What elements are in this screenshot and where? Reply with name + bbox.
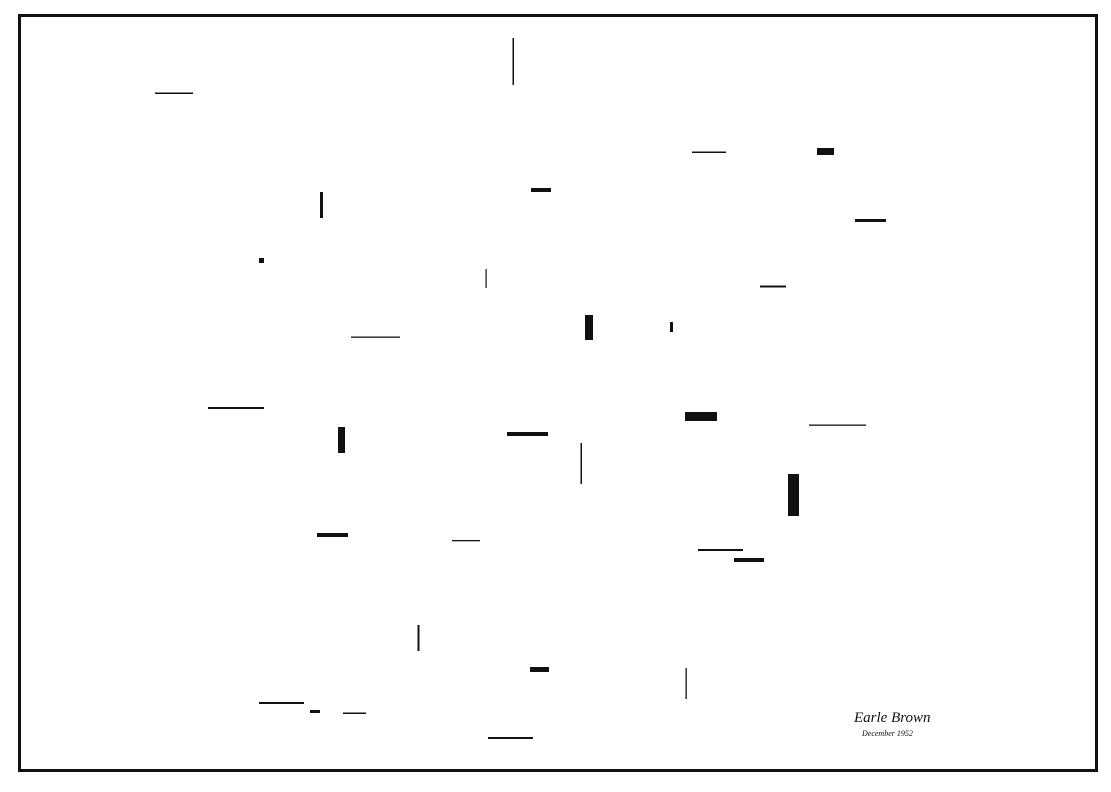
- bar-mark: [670, 322, 673, 332]
- bar-mark: [530, 667, 549, 672]
- block-mark: [817, 148, 834, 155]
- block-mark: [585, 315, 593, 340]
- bar-mark: [855, 219, 886, 222]
- line-mark: [417, 625, 420, 651]
- line-mark: [685, 668, 687, 699]
- bar-mark: [507, 432, 548, 436]
- line-mark: [580, 443, 582, 484]
- bar-mark: [531, 188, 551, 192]
- bar-mark: [317, 533, 348, 537]
- line-mark: [351, 336, 400, 338]
- frame: [18, 14, 1098, 772]
- line-mark: [488, 737, 533, 739]
- signature: Earle Brown: [853, 710, 931, 726]
- line-mark: [698, 549, 743, 551]
- line-mark: [485, 269, 487, 288]
- line-mark: [452, 540, 480, 542]
- block-mark: [685, 412, 717, 421]
- bar-mark: [310, 710, 320, 713]
- line-mark: [259, 702, 304, 704]
- block-mark: [338, 427, 345, 453]
- line-mark: [343, 712, 366, 714]
- line-mark: [809, 424, 866, 426]
- dot-mark: [259, 258, 264, 263]
- block-mark: [788, 474, 799, 516]
- line-mark: [692, 151, 726, 153]
- line-mark: [155, 92, 193, 94]
- line-mark: [208, 407, 264, 409]
- line-mark: [760, 285, 786, 288]
- bar-mark: [320, 192, 323, 218]
- bar-mark: [734, 558, 764, 562]
- date: December 1952: [861, 729, 913, 738]
- graphic-notation: [155, 38, 886, 739]
- line-mark: [512, 38, 514, 85]
